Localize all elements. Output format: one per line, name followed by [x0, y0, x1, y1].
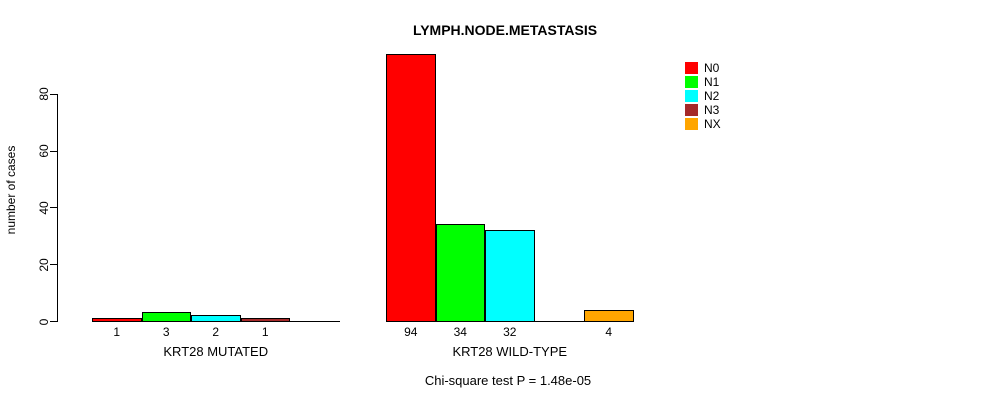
y-tick	[50, 150, 57, 152]
y-tick-label: 40	[37, 201, 51, 215]
y-tick	[50, 93, 57, 95]
bar-value-label: 3	[162, 325, 170, 339]
y-tick-label: 60	[37, 144, 51, 158]
bar-value-label: 94	[404, 325, 418, 339]
legend-label: N3	[704, 103, 720, 117]
legend-label: N1	[704, 75, 720, 89]
legend-item-N3: N3	[685, 103, 721, 117]
legend-item-N0: N0	[685, 61, 721, 75]
legend-swatch-N0	[685, 62, 698, 74]
legend-item-N2: N2	[685, 89, 721, 103]
y-axis-label: number of cases	[4, 145, 18, 235]
legend-item-N1: N1	[685, 75, 721, 89]
y-tick-label: 20	[37, 258, 51, 272]
chart-title: LYMPH.NODE.METASTASIS	[412, 22, 598, 38]
bar-N1-krt28-wild-type	[435, 224, 485, 322]
group-label: KRT28 MUTATED	[163, 344, 269, 359]
y-tick	[50, 207, 57, 209]
bar-NX-krt28-wild-type	[584, 309, 634, 322]
bar-N3-krt28-mutated	[240, 318, 290, 322]
legend-swatch-N3	[685, 104, 698, 116]
group-label: KRT28 WILD-TYPE	[452, 344, 568, 359]
bar-value-label: 2	[212, 325, 220, 339]
bar-value-label: 34	[453, 325, 467, 339]
y-tick-label: 0	[37, 318, 51, 325]
legend-label: NX	[704, 117, 721, 131]
y-tick	[50, 264, 57, 266]
legend-item-NX: NX	[685, 117, 721, 131]
y-tick-label: 80	[37, 87, 51, 101]
legend: N0 N1 N2 N3 NX	[685, 61, 721, 131]
legend-swatch-N1	[685, 76, 698, 88]
legend-swatch-NX	[685, 118, 698, 130]
bar-N1-krt28-mutated	[141, 312, 191, 322]
legend-label: N0	[704, 61, 720, 75]
legend-swatch-N2	[685, 90, 698, 102]
bar-value-label: 32	[503, 325, 517, 339]
bar-N2-krt28-wild-type	[485, 230, 535, 322]
bar-value-label: 1	[113, 325, 121, 339]
bar-N0-krt28-wild-type	[386, 54, 436, 322]
bar-N2-krt28-mutated	[191, 315, 241, 322]
legend-label: N2	[704, 89, 720, 103]
y-tick	[50, 321, 57, 322]
y-axis-line	[57, 93, 58, 322]
chi-square-annotation: Chi-square test P = 1.48e-05	[424, 373, 592, 388]
bar-value-label: 1	[261, 325, 269, 339]
bar-N0-krt28-mutated	[92, 318, 142, 322]
bar-value-label: 4	[605, 325, 613, 339]
